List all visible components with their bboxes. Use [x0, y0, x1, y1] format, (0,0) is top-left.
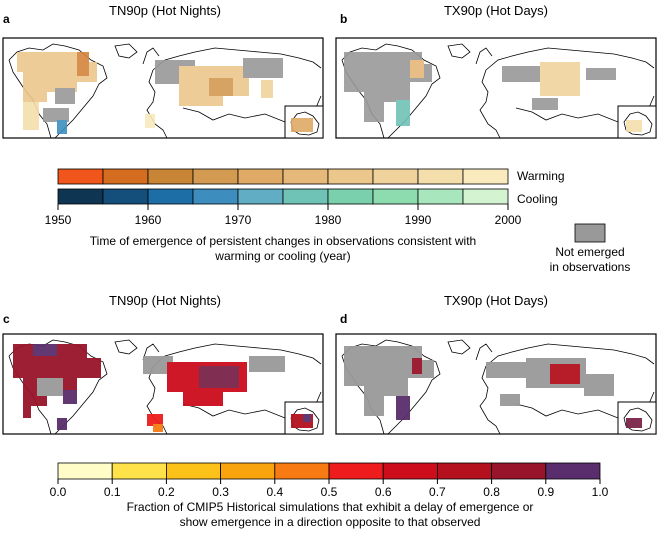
fraction-bin-0	[57, 462, 113, 480]
warming-bin-1	[102, 168, 149, 185]
cooling-bins	[57, 188, 509, 205]
warming-bin-4	[237, 168, 284, 185]
panel-a-emergence-cells	[17, 52, 313, 134]
panel-a-map	[2, 37, 324, 139]
warming-bin-8	[417, 168, 464, 185]
cooling-bin-9	[462, 188, 509, 205]
cooling-bin-1	[102, 188, 149, 205]
panel-a-label: a	[3, 12, 10, 26]
fraction-bin-6	[382, 462, 438, 480]
emergence-tick-label-1960: 1960	[135, 213, 162, 227]
fraction-axis-label-line1: Fraction of CMIP5 Historical simulations…	[127, 500, 534, 514]
emergence-axis-label-line1: Time of emergence of persistent changes …	[90, 234, 476, 248]
fraction-bin-2	[165, 462, 221, 480]
fraction-bin-9	[545, 462, 601, 480]
fraction-bins	[57, 462, 601, 480]
panel-b-emergence-cells	[344, 52, 642, 132]
panel-d-title: TX90p (Hot Days)	[444, 293, 548, 308]
emergence-axis-label-line2: warming or cooling (year)	[214, 249, 350, 263]
fraction-bin-1	[111, 462, 167, 480]
fraction-tick-label-0.2: 0.2	[158, 485, 175, 499]
cooling-bin-8	[417, 188, 464, 205]
panel-d-fraction-cells	[344, 346, 642, 428]
not-emerged-line2: in observations	[550, 260, 631, 274]
fraction-bin-5	[328, 462, 384, 480]
fraction-bin-4	[274, 462, 330, 480]
panel-c-map	[2, 333, 324, 435]
warming-bin-2	[147, 168, 194, 185]
panel-b-title: TX90p (Hot Days)	[444, 3, 548, 18]
emergence-tick-label-1990: 1990	[405, 213, 432, 227]
panel-c-label: c	[3, 312, 10, 326]
warming-bins	[57, 168, 509, 185]
warming-label: Warming	[517, 169, 565, 183]
fraction-tick-label-0.4: 0.4	[266, 485, 283, 499]
cooling-bin-0	[57, 188, 104, 205]
warming-bin-9	[462, 168, 509, 185]
warming-bin-5	[282, 168, 329, 185]
emergence-tick-labels: 1950 1960 1970 1980 1990 2000	[45, 213, 522, 227]
warming-bin-7	[372, 168, 419, 185]
cooling-bin-7	[372, 188, 419, 205]
panel-b-map	[335, 37, 657, 139]
fraction-tick-label-0.5: 0.5	[321, 485, 338, 499]
fraction-tick-labels: 0.0 0.1 0.2 0.3 0.4 0.5 0.6 0.7 0.8 0.9 1.0	[50, 485, 609, 499]
fraction-tick-label-0.8: 0.8	[483, 485, 500, 499]
cooling-bin-2	[147, 188, 194, 205]
panel-c-fraction-cells	[13, 344, 313, 432]
panel-a-title: TN90p (Hot Nights)	[109, 3, 221, 18]
panel-d-label: d	[340, 312, 347, 326]
fraction-bin-3	[220, 462, 276, 480]
emergence-tick-label-1970: 1970	[225, 213, 252, 227]
fraction-bin-7	[436, 462, 492, 480]
warming-bin-0	[57, 168, 104, 185]
emergence-tick-label-2000: 2000	[495, 213, 522, 227]
emergence-tick-label-1980: 1980	[315, 213, 342, 227]
fraction-axis-label-line2: show emergence in a direction opposite t…	[180, 515, 481, 529]
fraction-tick-label-0.3: 0.3	[212, 485, 229, 499]
emergence-colorbar: 1950 1960 1970 1980 1990 2000 Warming Cooling	[45, 168, 565, 227]
fraction-tick-label-1.0: 1.0	[592, 485, 609, 499]
fraction-tick-label-0.9: 0.9	[537, 485, 554, 499]
cooling-bin-5	[282, 188, 329, 205]
fraction-tick-label-0.6: 0.6	[375, 485, 392, 499]
cooling-bin-6	[327, 188, 374, 205]
fraction-tick-label-0.0: 0.0	[50, 485, 67, 499]
fraction-tick-label-0.7: 0.7	[429, 485, 446, 499]
cooling-label: Cooling	[517, 192, 558, 206]
panel-b-label: b	[340, 12, 347, 26]
fraction-tick-label-0.1: 0.1	[104, 485, 121, 499]
panel-d-map	[335, 333, 657, 435]
not-emerged-line1: Not emerged	[555, 245, 624, 259]
fraction-colorbar: 0.0 0.1 0.2 0.3 0.4 0.5 0.6 0.7 0.8 0.9 1.0	[50, 462, 609, 499]
warming-bin-3	[192, 168, 239, 185]
cooling-bin-3	[192, 188, 239, 205]
fraction-tick-marks	[57, 479, 601, 484]
warming-bin-6	[327, 168, 374, 185]
panel-c-title: TN90p (Hot Nights)	[109, 293, 221, 308]
fraction-bin-8	[491, 462, 547, 480]
cooling-bin-4	[237, 188, 284, 205]
emergence-tick-marks	[57, 204, 509, 210]
emergence-tick-label-1950: 1950	[45, 213, 72, 227]
not-emerged-swatch	[574, 223, 606, 243]
